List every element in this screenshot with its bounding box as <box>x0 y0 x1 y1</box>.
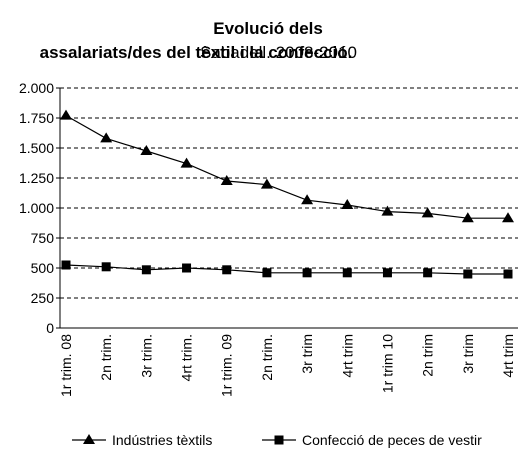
marker <box>101 262 111 272</box>
marker <box>140 145 153 155</box>
legend-label: Indústries tèxtils <box>112 432 212 448</box>
marker <box>222 265 232 275</box>
chart-title: Evolució dels <box>213 19 323 38</box>
x-tick-label: 3r trim <box>299 334 315 374</box>
marker <box>262 268 272 278</box>
marker <box>342 268 352 278</box>
x-tick-label: 2n trim. <box>98 334 114 381</box>
marker <box>141 265 151 275</box>
marker <box>503 269 513 279</box>
series-line <box>65 264 508 275</box>
x-tick-label: 1r trim. 08 <box>58 334 74 397</box>
y-tick-label: 1.750 <box>19 110 54 126</box>
y-tick-label: 250 <box>31 290 55 306</box>
series-line <box>65 115 508 219</box>
marker <box>341 199 354 209</box>
y-tick-label: 1.000 <box>19 200 54 216</box>
marker <box>421 207 434 218</box>
marker <box>260 178 273 189</box>
x-tick-label: 4rt trim. <box>179 334 195 381</box>
chart-subtitle: Sabadell. 2008-2010 <box>200 43 357 62</box>
y-tick-label: 0 <box>46 320 54 336</box>
marker <box>382 268 392 278</box>
marker <box>301 194 314 205</box>
x-tick-label: 2n trim. <box>259 334 275 381</box>
marker <box>302 268 312 278</box>
marker <box>182 263 192 273</box>
marker <box>60 109 72 120</box>
marker <box>502 212 514 223</box>
marker <box>180 157 193 168</box>
legend-marker <box>83 434 95 444</box>
y-tick-label: 1.500 <box>19 140 54 156</box>
x-tick-label: 3r trim <box>460 334 476 374</box>
y-tick-label: 1.250 <box>19 170 54 186</box>
x-tick-label: 1r trim. 09 <box>219 334 235 397</box>
y-tick-label: 750 <box>31 230 55 246</box>
x-tick-label: 3r trim. <box>138 334 154 378</box>
chart-title: Evolució dels assalariats/des del tèxtil… <box>40 19 353 62</box>
marker <box>381 205 394 216</box>
marker <box>463 269 473 279</box>
marker <box>461 212 474 223</box>
marker <box>100 132 113 143</box>
marker <box>220 175 233 185</box>
marker <box>423 268 433 278</box>
x-tick-label: 4rt trim <box>500 334 516 378</box>
legend-marker <box>274 435 284 445</box>
x-tick-label: 1r trim 10 <box>379 334 395 393</box>
x-tick-label: 4rt trim <box>339 334 355 378</box>
legend-label: Confecció de peces de vestir <box>302 432 482 448</box>
marker <box>61 260 71 270</box>
y-tick-label: 2.000 <box>19 80 54 96</box>
chart-title: assalariats/des del tèxtil i la confecci… <box>40 43 353 62</box>
y-tick-label: 500 <box>31 260 55 276</box>
x-tick-label: 2n trim <box>420 334 436 377</box>
